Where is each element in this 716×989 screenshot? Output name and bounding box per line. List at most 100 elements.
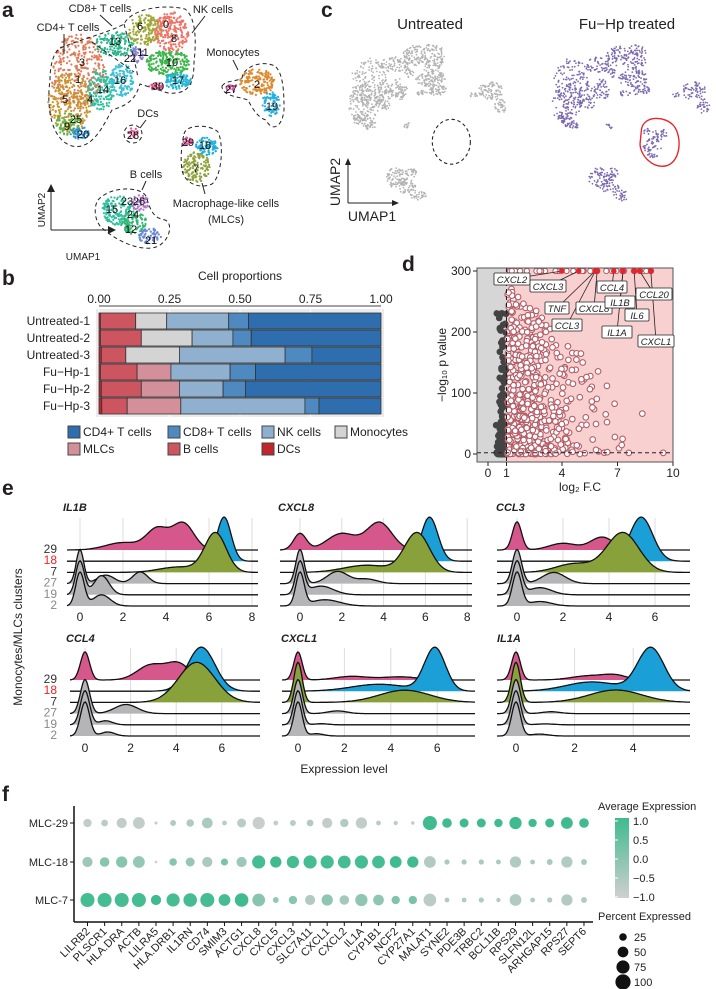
umap-point [414,46,417,48]
umap-point [638,58,640,61]
umap-point [598,96,601,99]
umap-point [171,55,174,58]
umap-point [97,76,100,79]
umap-point [62,128,65,131]
umap-point [154,20,157,23]
umap-point [152,24,155,27]
umap-point [82,120,85,123]
umap-point [101,76,104,79]
umap-point [624,49,626,52]
umap-point [154,66,158,69]
umap-point [603,97,606,99]
umap-point [76,115,79,118]
umap-point [123,218,126,221]
umap-point [228,86,231,89]
umap-point [176,73,179,76]
umap-point [240,80,243,83]
umap-point [160,21,163,24]
umap-point [49,103,52,106]
umap-point [684,86,687,89]
umap-point [122,87,125,90]
umap-point [585,84,588,87]
umap-point [385,108,388,111]
umap-point [385,67,387,69]
umap-point [202,155,205,158]
umap-point [553,77,556,80]
umap-point [376,109,379,112]
umap-point [254,93,257,96]
umap-point [186,59,189,62]
umap-point [701,91,704,94]
umap-point [269,108,272,111]
umap-point [187,172,190,176]
umap-point [574,91,577,94]
umap-point [266,81,269,84]
umap-point [136,130,139,133]
umap-point [399,57,402,60]
umap-point [399,69,401,72]
umap-point [88,80,91,83]
umap-point [120,65,123,68]
umap-point [195,143,198,146]
umap-point [196,152,199,156]
umap-point [418,191,421,194]
umap-point [404,71,406,74]
umap-point [392,60,395,62]
umap-point [643,78,645,81]
umap-point [414,58,416,61]
umap-point [353,121,356,124]
umap-point [177,43,180,46]
umap-point [84,82,87,85]
umap-point [58,119,61,122]
umap-point [82,60,85,64]
umap-point [170,32,173,35]
umap-point [410,194,413,197]
umap-point [564,107,567,110]
umap-point [385,176,388,178]
umap-point [104,82,107,85]
umap-point [694,81,696,84]
umap-point [574,87,576,89]
umap-point [503,110,505,113]
umap-point [410,170,413,173]
umap-point [362,67,365,69]
umap-point [419,57,422,60]
umap-point [607,88,610,91]
umap-point [119,33,122,36]
umap-point [185,159,188,162]
cluster-number-label: 7 [193,163,199,175]
umap-point [78,86,81,89]
umap-point [126,47,130,50]
umap-point [366,87,369,90]
umap-point [166,15,169,18]
umap-point [419,46,422,48]
umap-point [644,78,647,81]
umap-point [553,114,556,117]
umap-point [398,63,401,66]
umap-point [97,86,100,89]
umap-point [405,55,408,57]
umap-point [52,105,55,108]
umap-point [576,126,579,129]
umap-point [77,107,80,110]
umap-point [436,93,439,96]
umap-point [178,16,181,19]
umap-point [124,79,127,82]
umap-point [484,89,487,91]
umap-point [122,37,125,40]
umap-point [180,80,183,84]
umap-point [573,98,576,100]
umap-point [367,60,370,63]
umap-point [352,86,354,89]
umap-point [628,74,630,77]
leader-line [191,15,206,34]
umap-point [164,29,167,32]
umap-point [58,89,62,92]
umap-point [132,30,135,33]
umap-point [428,92,431,94]
umap-point [160,31,163,34]
umap-point [69,102,72,105]
umap-point [134,39,137,42]
umap-point [67,102,70,105]
umap-point [60,79,63,82]
